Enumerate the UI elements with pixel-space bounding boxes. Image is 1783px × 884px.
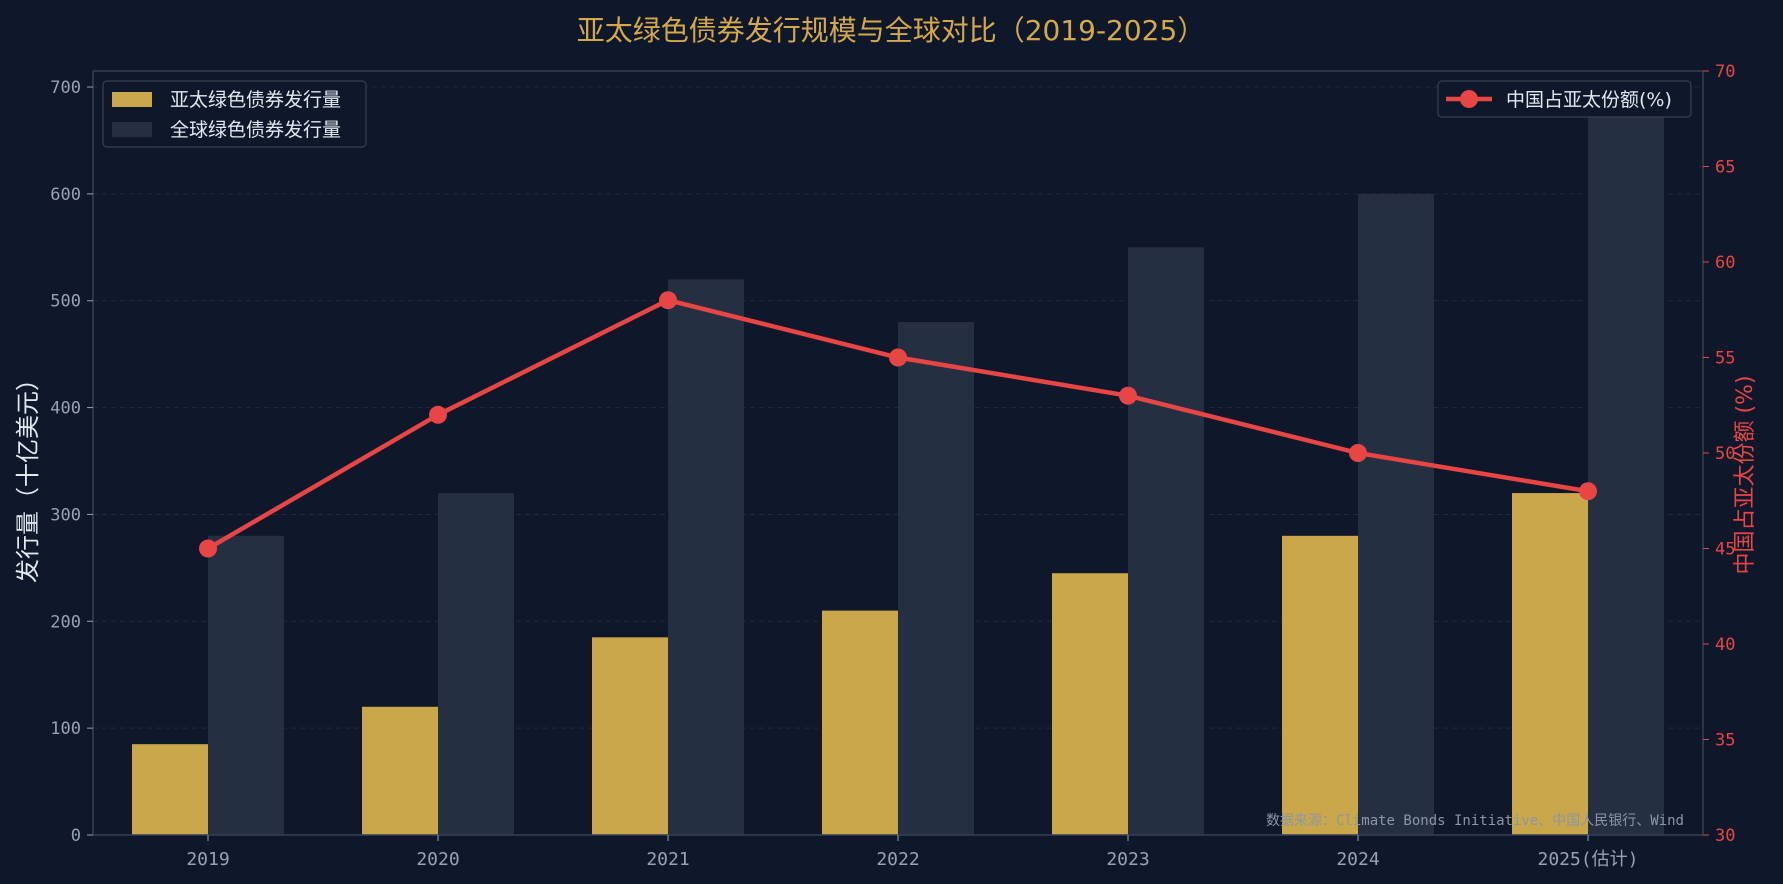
- point-china-share-2020: [429, 405, 447, 424]
- point-china-share-2022: [889, 348, 907, 367]
- legend-label-china-share: 中国占亚太份额(%): [1506, 89, 1672, 111]
- y-tick-label: 200: [50, 612, 81, 632]
- legend-label-asia: 亚太绿色债券发行量: [170, 89, 341, 111]
- line-layer: [199, 291, 1597, 558]
- x-tick-label: 2021: [646, 849, 689, 870]
- y2-tick-label: 70: [1715, 62, 1735, 82]
- bar-asia-2021: [592, 637, 668, 835]
- bar-global-2019: [208, 535, 284, 835]
- x-tick-label: 2024: [1336, 849, 1379, 870]
- y2-axis-label: 中国占亚太份额 (%): [1733, 375, 1758, 574]
- bar-asia-2024: [1282, 535, 1358, 835]
- source-note: 数据来源：Climate Bonds Initiative、中国人民银行、Win…: [1266, 813, 1684, 829]
- point-china-share-2023: [1119, 386, 1137, 405]
- bar-asia-2023: [1052, 573, 1128, 835]
- bar-global-2024: [1358, 193, 1434, 836]
- y2-tick-label: 60: [1715, 253, 1735, 273]
- y-tick-label: 300: [50, 505, 81, 525]
- y-tick-label: 100: [50, 719, 81, 739]
- bar-global-2023: [1128, 247, 1204, 836]
- y2-tick-label: 65: [1715, 158, 1735, 178]
- y2-tick-label: 55: [1715, 349, 1735, 369]
- bar-global-2022: [898, 322, 974, 836]
- legend-swatch-asia: [112, 92, 152, 107]
- y-axis-label: 发行量（十亿美元）: [14, 367, 42, 583]
- legend-right-frame: [1437, 80, 1692, 118]
- legend-right: 中国占亚太份额(%): [1437, 80, 1692, 118]
- chart-title: 亚太绿色债券发行规模与全球对比（2019-2025）: [577, 14, 1206, 47]
- legend-swatch-global: [112, 122, 152, 137]
- legend-left-frame: [102, 80, 367, 148]
- point-china-share-2019: [199, 539, 217, 558]
- legend-label-global: 全球绿色债券发行量: [170, 119, 341, 141]
- y2-tick-label: 30: [1715, 826, 1735, 846]
- x-tick-label: 2022: [876, 849, 919, 870]
- point-china-share-2021: [659, 291, 677, 310]
- bar-asia-2022: [822, 610, 898, 835]
- y-tick-label: 400: [50, 399, 81, 419]
- y2-tick-label: 50: [1715, 444, 1735, 464]
- bar-asia-2020: [362, 706, 438, 835]
- bar-global-2021: [668, 279, 744, 835]
- y-tick-label: 0: [71, 826, 81, 846]
- point-china-share-2024: [1349, 444, 1367, 462]
- y2-tick-label: 35: [1715, 731, 1735, 751]
- axis-layer: 0 100 200 300 400 500 600 700 30 35 40 45 50 55 60 65 70…: [50, 62, 1735, 870]
- x-tick-label: 2025(估计): [1537, 849, 1638, 870]
- point-china-share-2025(估计): [1579, 482, 1597, 501]
- bar-layer: [132, 108, 1664, 836]
- x-tick-label: 2020: [416, 849, 459, 870]
- y-tick-label: 600: [50, 185, 81, 205]
- y2-tick-label: 40: [1715, 635, 1735, 655]
- bar-asia-2025(估计): [1512, 493, 1588, 835]
- y-tick-label: 500: [50, 292, 81, 312]
- bar-global-2020: [438, 493, 514, 835]
- legend-marker-china-share: [1460, 90, 1478, 108]
- x-tick-label: 2023: [1106, 849, 1149, 870]
- y2-tick-label: 45: [1715, 540, 1735, 560]
- x-tick-label: 2019: [186, 849, 229, 870]
- bar-asia-2019: [132, 744, 208, 835]
- y-tick-label: 700: [50, 78, 81, 98]
- bar-global-2025(估计): [1588, 108, 1664, 835]
